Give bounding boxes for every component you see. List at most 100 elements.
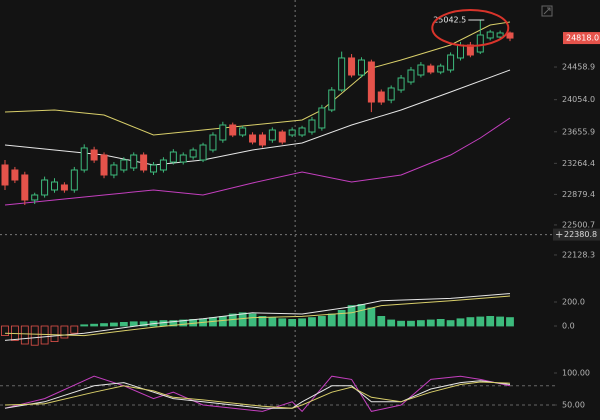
fullscreen-icon-arrow: [543, 7, 551, 15]
candle-body: [456, 44, 464, 59]
macd-histogram-bar: [416, 320, 425, 327]
macd-histogram-bar: [119, 321, 128, 327]
candle-body: [288, 129, 296, 136]
candle-body: [140, 154, 148, 171]
y-tick-label: 200.0: [562, 298, 585, 307]
crosshair-plus: +: [555, 230, 563, 241]
candle-body: [387, 87, 395, 101]
candle-body: [357, 59, 365, 76]
crosshair-price-label: 22380.8: [564, 230, 597, 239]
candle-body: [318, 107, 326, 129]
candle-body: [239, 127, 247, 136]
macd-histogram-bar: [248, 313, 257, 327]
candle-body: [229, 124, 237, 136]
candle-body: [179, 154, 187, 163]
macd-histogram-bar: [90, 323, 99, 327]
macd-histogram-bar: [436, 318, 445, 327]
candle-body: [258, 134, 266, 146]
indicator-line: [4, 380, 511, 409]
macd-histogram-bar: [456, 318, 465, 327]
macd-histogram-bar: [426, 319, 435, 327]
macd-histogram-bar: [397, 320, 405, 327]
candle-body: [427, 65, 435, 73]
candle-body: [476, 34, 484, 53]
macd-histogram-bar: [308, 317, 316, 327]
macd-histogram-bar: [387, 319, 396, 327]
candle-body: [199, 144, 207, 161]
macd-histogram-bar: [30, 325, 39, 346]
current-price-label: 24818.0: [566, 34, 599, 43]
macd-histogram-bar: [70, 325, 79, 334]
candle-body: [417, 64, 425, 76]
candle-body: [268, 129, 276, 141]
candle-body: [209, 134, 217, 151]
candle-body: [60, 184, 68, 191]
indicator-line: [4, 293, 511, 341]
candle-body: [51, 181, 59, 191]
y-tick-label: 22500.7: [562, 220, 595, 229]
macd-histogram-bar: [1, 325, 9, 337]
candle-body: [437, 65, 445, 73]
indicator-line: [4, 381, 511, 409]
candle-body: [496, 32, 504, 38]
macd-histogram-bar: [506, 317, 514, 327]
macd-histogram-bar: [110, 322, 118, 327]
macd-histogram-bar: [169, 320, 178, 327]
candle-body: [338, 57, 346, 91]
candle-body: [249, 134, 257, 143]
candle-body: [189, 149, 197, 158]
candle-body: [367, 61, 375, 103]
macd-histogram-bar: [476, 316, 485, 327]
candle-body: [159, 159, 167, 171]
macd-histogram-bar: [100, 323, 108, 327]
candle-body: [100, 154, 108, 176]
highlight-circle: [431, 8, 510, 47]
macd-histogram-bar: [60, 325, 69, 339]
macd-histogram-bar: [288, 318, 297, 327]
macd-histogram-bar: [377, 315, 386, 327]
candle-body: [11, 169, 19, 181]
macd-histogram-bar: [407, 320, 415, 327]
y-tick-label: 0.0: [562, 322, 575, 331]
macd-histogram-bar: [268, 317, 277, 327]
candle-body: [298, 127, 306, 136]
candle-body: [447, 54, 455, 71]
candle-body: [130, 154, 138, 169]
y-tick-label: 22128.3: [562, 250, 595, 259]
macd-histogram-bar: [298, 318, 306, 327]
candle-body: [70, 169, 78, 191]
macd-histogram-bar: [446, 320, 455, 327]
fullscreen-icon[interactable]: [541, 5, 553, 17]
y-tick-label: 24054.0: [562, 95, 595, 104]
candle-body: [21, 174, 29, 201]
candle-body: [31, 194, 39, 201]
candle-body: [486, 31, 494, 39]
indicator-line: [4, 21, 511, 136]
candle-body: [219, 124, 227, 141]
candle-body: [90, 149, 98, 161]
high-marker-label: 25042.5: [433, 15, 466, 24]
macd-histogram-bar: [327, 313, 336, 327]
macd-histogram-bar: [486, 315, 495, 327]
macd-histogram-bar: [466, 317, 475, 327]
candle-body: [377, 91, 385, 103]
candle-body: [41, 179, 49, 196]
candle-body: [278, 131, 286, 143]
y-tick-label: 22879.4: [562, 190, 595, 199]
y-tick-label: 24458.9: [562, 63, 595, 72]
y-tick-label: 50.00: [562, 401, 585, 410]
macd-histogram-bar: [238, 312, 247, 327]
macd-histogram-bar: [139, 321, 148, 327]
macd-histogram-bar: [129, 321, 138, 327]
macd-histogram-bar: [20, 325, 29, 345]
candle-body: [169, 151, 177, 163]
candle-body: [120, 159, 128, 171]
y-tick-label: 23264.4: [562, 159, 595, 168]
candle-body: [150, 164, 158, 173]
y-tick-label: 100.00: [562, 369, 590, 378]
indicator-line: [4, 295, 511, 337]
macd-histogram-bar: [317, 315, 326, 327]
candle-body: [80, 147, 88, 171]
